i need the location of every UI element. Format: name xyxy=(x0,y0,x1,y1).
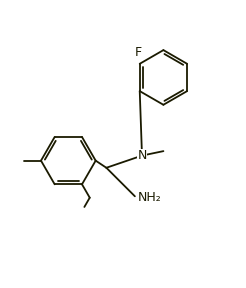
Text: N: N xyxy=(137,149,147,162)
Text: F: F xyxy=(135,46,142,59)
Text: NH₂: NH₂ xyxy=(137,191,161,204)
